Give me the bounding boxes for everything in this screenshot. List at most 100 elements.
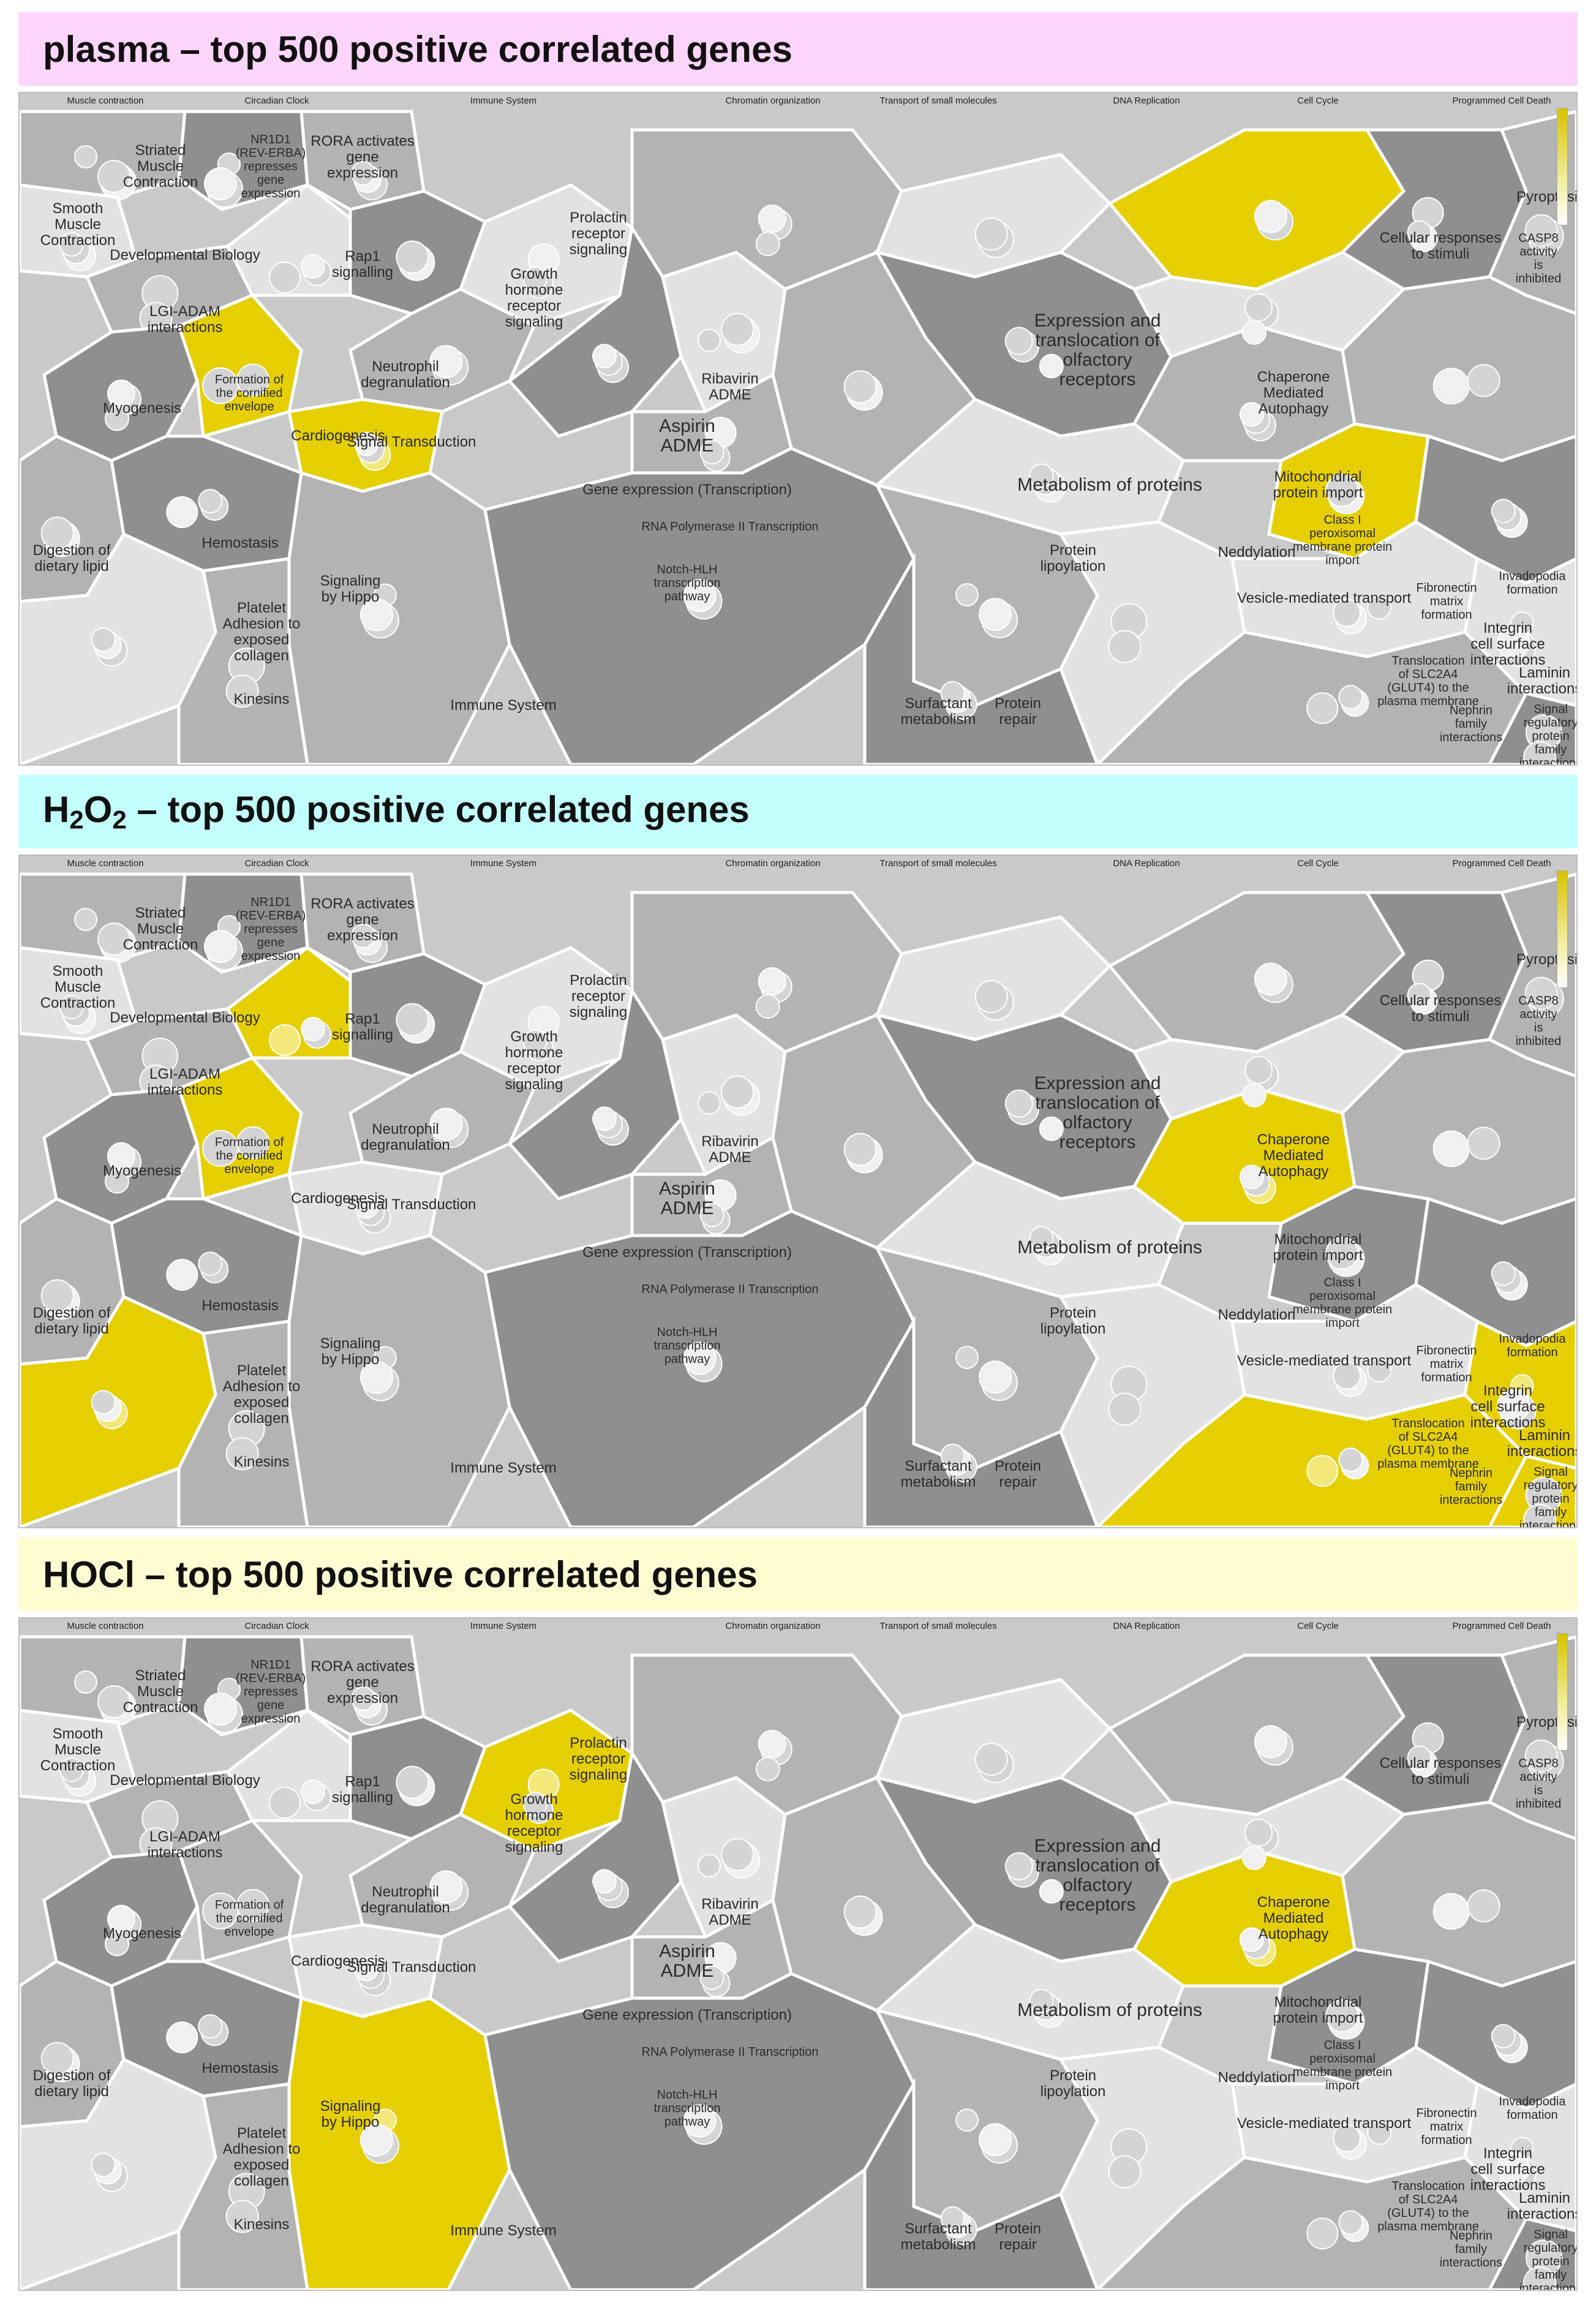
sub-pathway-cell[interactable] [236, 1889, 269, 1922]
top-level-pathway-label[interactable]: Cell Cycle [1297, 96, 1339, 106]
pathway-label[interactable]: Translocation of SLC2A4 (GLUT4) to the p… [1377, 2179, 1479, 2233]
pathway-label[interactable]: Ribavirin ADME [701, 1133, 759, 1166]
pathway-label[interactable]: Prolactin receptor signaling [569, 1735, 628, 1783]
pathway-label[interactable]: Signaling by Hippo [320, 2098, 381, 2130]
sub-pathway-cell[interactable] [1325, 1999, 1359, 2032]
pathway-label[interactable]: Integrin cell surface interactions [1470, 1383, 1546, 1431]
pathway-label[interactable]: Expression and translocation of olfactor… [1034, 1073, 1161, 1152]
pathway-label[interactable]: Laminin interactions [1507, 1427, 1578, 1460]
sub-pathway-cell[interactable] [1108, 2155, 1142, 2189]
pathway-label[interactable]: Striated Muscle Contraction [122, 142, 198, 191]
sub-pathway-cell[interactable] [74, 908, 97, 931]
top-level-pathway-label[interactable]: Cell Cycle [1297, 1621, 1339, 1631]
sub-pathway-cell[interactable] [755, 232, 780, 256]
sub-pathway-cell[interactable] [1367, 595, 1392, 620]
sub-pathway-cell[interactable] [1523, 1504, 1556, 1527]
sub-pathway-cell[interactable] [979, 1361, 1012, 1394]
sub-pathway-cell[interactable] [1338, 685, 1363, 710]
top-level-pathway-label[interactable]: DNA Replication [1113, 96, 1180, 106]
pathway-label[interactable]: Cellular responses to stimuli [1379, 992, 1502, 1025]
pathway-label[interactable]: Neddylation [1218, 544, 1296, 560]
sub-pathway-cell[interactable] [1004, 1089, 1033, 1118]
sub-pathway-cell[interactable] [1108, 1392, 1142, 1426]
sub-pathway-cell[interactable] [107, 1142, 135, 1171]
sub-pathway-cell[interactable] [592, 344, 617, 369]
sub-pathway-cell[interactable] [1244, 293, 1273, 322]
pathway-label[interactable]: Vesicle-mediated transport [1237, 1353, 1412, 1369]
sub-pathway-cell[interactable] [1239, 402, 1264, 427]
pathway-label[interactable]: RORA activates gene expression [311, 1658, 415, 1707]
pathway-label[interactable]: Platelet Adhesion to exposed collagen [222, 2125, 301, 2189]
sub-pathway-cell[interactable] [59, 1757, 84, 1782]
sub-pathway-cell[interactable] [1467, 1127, 1500, 1160]
sub-pathway-cell[interactable] [721, 312, 754, 346]
pathway-cell[interactable] [863, 2078, 1099, 2290]
sub-pathway-cell[interactable] [698, 1854, 721, 1878]
pathway-label[interactable]: Digestion of dietary lipid [32, 2067, 111, 2100]
pathway-label[interactable]: Invadopodia formation [1499, 1332, 1566, 1359]
pathway-cell[interactable] [287, 1233, 511, 1527]
sub-pathway-cell[interactable] [758, 967, 786, 995]
pathway-label[interactable]: Aspirin ADME [659, 416, 715, 456]
sub-pathway-cell[interactable] [225, 674, 259, 708]
sub-pathway-cell[interactable] [699, 1202, 725, 1228]
pathway-label[interactable]: Cardiogenesis [291, 428, 385, 444]
sub-pathway-cell[interactable] [1254, 1725, 1287, 1759]
sub-pathway-cell[interactable] [843, 1133, 877, 1166]
sub-pathway-cell[interactable] [699, 1965, 725, 1990]
sub-pathway-cell[interactable] [522, 1029, 548, 1054]
pathway-label[interactable]: Signal regulatory protein family interac… [1519, 703, 1578, 766]
sub-pathway-cell[interactable] [592, 1106, 617, 1131]
top-level-pathway-label[interactable]: Chromatin organization [725, 96, 821, 106]
sub-pathway-cell[interactable] [204, 930, 237, 963]
sub-pathway-cell[interactable] [359, 598, 393, 632]
pathway-label[interactable]: Ribavirin ADME [701, 371, 759, 403]
sub-pathway-cell[interactable] [1325, 474, 1359, 507]
top-level-pathway-label[interactable]: Chromatin organization [725, 858, 821, 869]
sub-pathway-cell[interactable] [974, 1743, 1008, 1776]
pathway-label[interactable]: Ribavirin ADME [701, 1896, 759, 1928]
top-level-pathway-label[interactable]: Transport of small molecules [879, 96, 997, 106]
top-level-pathway-label[interactable]: Cell Cycle [1297, 858, 1339, 869]
pathway-label[interactable]: Signal regulatory protein family interac… [1519, 2228, 1578, 2291]
sub-pathway-cell[interactable] [522, 1792, 548, 1817]
top-level-pathway-label[interactable]: Chromatin organization [725, 1621, 821, 1631]
sub-pathway-cell[interactable] [107, 1904, 135, 1933]
pathway-label[interactable]: Notch-HLH transcription pathway [653, 2088, 721, 2129]
pathway-label[interactable]: Surfactant metabolism [900, 695, 976, 728]
sub-pathway-cell[interactable] [1029, 1226, 1054, 1251]
pathway-label[interactable]: Signaling by Hippo [320, 1335, 381, 1368]
pathway-label[interactable]: Integrin cell surface interactions [1470, 620, 1546, 668]
pathway-label[interactable]: Formation of the cornified envelope [214, 1898, 284, 1939]
sub-pathway-cell[interactable] [755, 1757, 780, 1781]
pathway-label[interactable]: Cellular responses to stimuli [1379, 230, 1502, 262]
sub-pathway-cell[interactable] [1497, 626, 1530, 660]
pathway-label[interactable]: Signaling by Hippo [320, 573, 381, 605]
pathway-label[interactable]: Nephrin family interactions [1439, 2229, 1503, 2270]
sub-pathway-cell[interactable] [758, 1730, 786, 1758]
sub-pathway-cell[interactable] [1491, 2024, 1516, 2049]
top-level-pathway-label[interactable]: Circadian Clock [244, 858, 309, 869]
pathway-label[interactable]: Notch-HLH transcription pathway [653, 1326, 721, 1366]
sub-pathway-cell[interactable] [699, 440, 725, 465]
sub-pathway-cell[interactable] [1367, 2120, 1392, 2145]
pathway-label[interactable]: Smooth Muscle Contraction [40, 963, 116, 1011]
top-level-pathway-label[interactable]: DNA Replication [1113, 858, 1180, 869]
reactome-voronoi-map[interactable]: Muscle contraction Circadian Clock Immune … [18, 855, 1578, 1528]
sub-pathway-cell[interactable] [91, 2153, 116, 2178]
sub-pathway-cell[interactable] [351, 161, 375, 186]
sub-pathway-cell[interactable] [592, 1869, 617, 1894]
pathway-label[interactable]: Hemostasis [201, 535, 279, 551]
sub-pathway-cell[interactable] [1407, 983, 1432, 1008]
sub-pathway-cell[interactable] [40, 1279, 74, 1313]
pathway-label[interactable]: Fibronectin matrix formation [1416, 581, 1477, 622]
pathway-label[interactable]: CASP8 activity is inhibited [1515, 994, 1562, 1048]
sub-pathway-cell[interactable] [105, 406, 129, 431]
sub-pathway-cell[interactable] [1039, 1116, 1064, 1141]
sub-pathway-cell[interactable] [955, 2108, 979, 2132]
pathway-label[interactable]: Myogenesis [102, 1925, 182, 1942]
pathway-label[interactable]: Vesicle-mediated transport [1237, 590, 1412, 606]
pathway-label[interactable]: RNA Polymerase II Transcription [641, 520, 819, 534]
pathway-label[interactable]: Platelet Adhesion to exposed collagen [222, 600, 301, 664]
sub-pathway-cell[interactable] [354, 1194, 379, 1219]
